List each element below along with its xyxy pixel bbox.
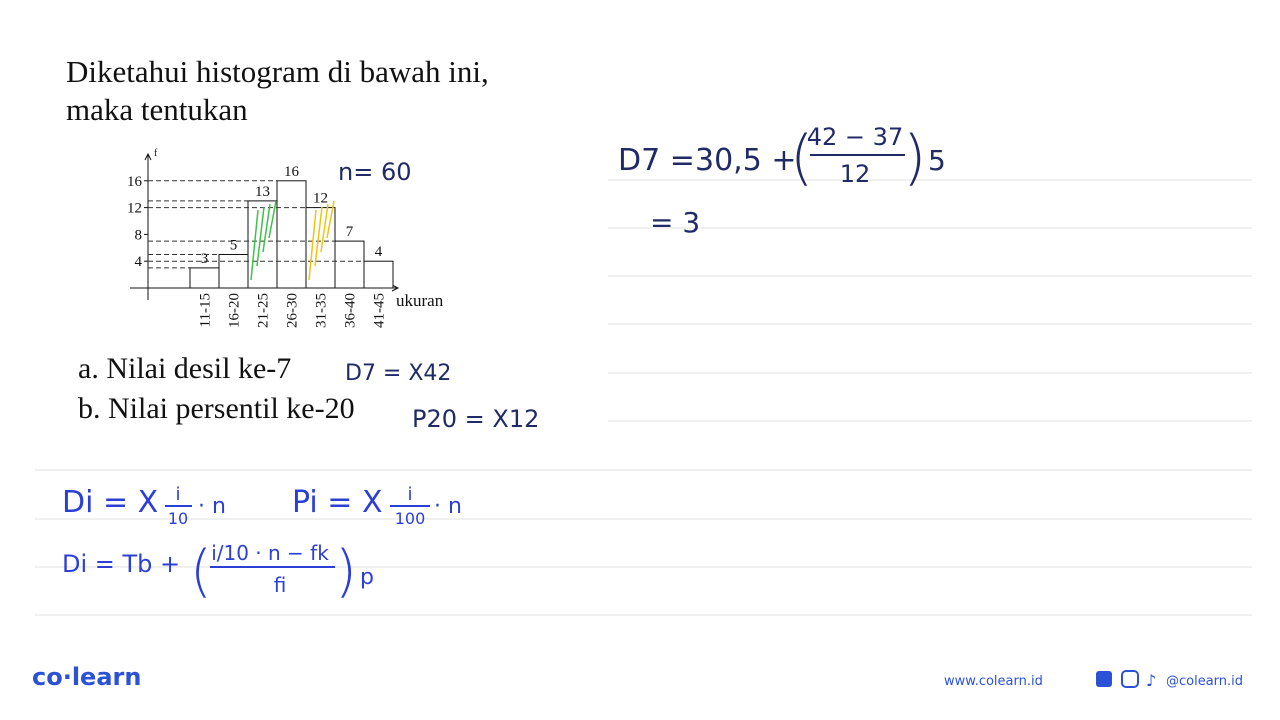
brand: co·learn [32,663,141,691]
formula-tail: p [360,565,374,590]
formula-lhs: Di = Tb + [62,550,180,578]
question-line: maka tentukan [66,92,248,127]
d7-start: 30,5 + [695,143,796,178]
percentile-num: i [407,484,412,505]
hatch [320,203,329,253]
value-label: 5 [230,238,238,254]
formula-den: fi [274,573,287,597]
formula-num: i/10 · n − fk [211,541,329,565]
answer-b: P20 = X12 [412,405,539,433]
x-axis-label: ukuran [396,291,444,310]
value-label: 16 [284,164,300,180]
question-b: b. Nilai persentil ke-20 [78,392,355,425]
decile-num: i [175,484,180,505]
paren: ( [190,539,212,604]
hatch [314,206,323,267]
d7-denominator: 12 [840,160,871,188]
y-axis-label: f [154,148,158,159]
x-tick-label: 26-30 [285,293,301,328]
bar [276,180,307,289]
value-label: 3 [201,251,209,267]
bar [334,240,365,289]
value-label: 4 [375,244,383,260]
histogram: f ukuran 4 8 12 16 3 11-15 5 16-20 13 21-25 16 26-30 1… [127,148,444,328]
d7-result: = 3 [650,206,700,239]
value-label: 12 [313,191,328,207]
question-a: a. Nilai desil ke-7 [78,352,291,385]
decile-tail: · n [198,494,226,519]
bar [218,254,249,289]
y-tick-label: 12 [127,201,142,217]
decile-den: 10 [168,509,188,528]
facebook-icon [1096,671,1112,687]
decile-lhs: Di = X [62,485,158,520]
hatch [262,203,271,253]
paren: ( [790,123,813,193]
x-tick-label: 16-20 [227,293,243,328]
x-tick-label: 21-25 [256,293,272,328]
paren: ) [335,539,357,604]
answer-a: D7 = X42 [345,361,451,386]
y-tick-label: 4 [135,254,143,270]
d7-numerator: 42 − 37 [807,123,903,151]
d7-factor: 5 [928,144,946,177]
x-tick-label: 41-45 [372,293,388,328]
note-n: n= 60 [338,158,412,186]
bar [363,260,394,289]
y-arrow [144,152,152,161]
value-label: 13 [255,184,270,200]
bar [189,267,220,289]
percentile-tail: · n [434,494,462,519]
hatch [308,209,317,281]
tiktok-icon: ♪ [1146,671,1156,690]
site: www.colearn.id [944,674,1043,689]
y-tick-label: 8 [135,227,143,243]
hatch [250,209,259,281]
x-tick-label: 36-40 [343,293,359,328]
question-line: Diketahui histogram di bawah ini, [66,54,489,89]
hatch [326,200,335,239]
hatch [256,206,265,267]
d7-lhs: D7 = [618,143,695,178]
percentile-lhs: Pi = X [292,485,383,520]
percentile-den: 100 [395,509,426,528]
hatch [268,200,277,239]
x-arrow [391,284,400,292]
x-tick-label: 11-15 [198,293,214,327]
paren: ) [903,123,926,193]
social: @colearn.id [1166,674,1243,689]
x-tick-label: 31-35 [314,293,330,328]
rules [35,179,1252,616]
y-tick-label: 16 [127,174,143,190]
instagram-icon [1121,670,1139,688]
value-label: 7 [346,224,354,240]
